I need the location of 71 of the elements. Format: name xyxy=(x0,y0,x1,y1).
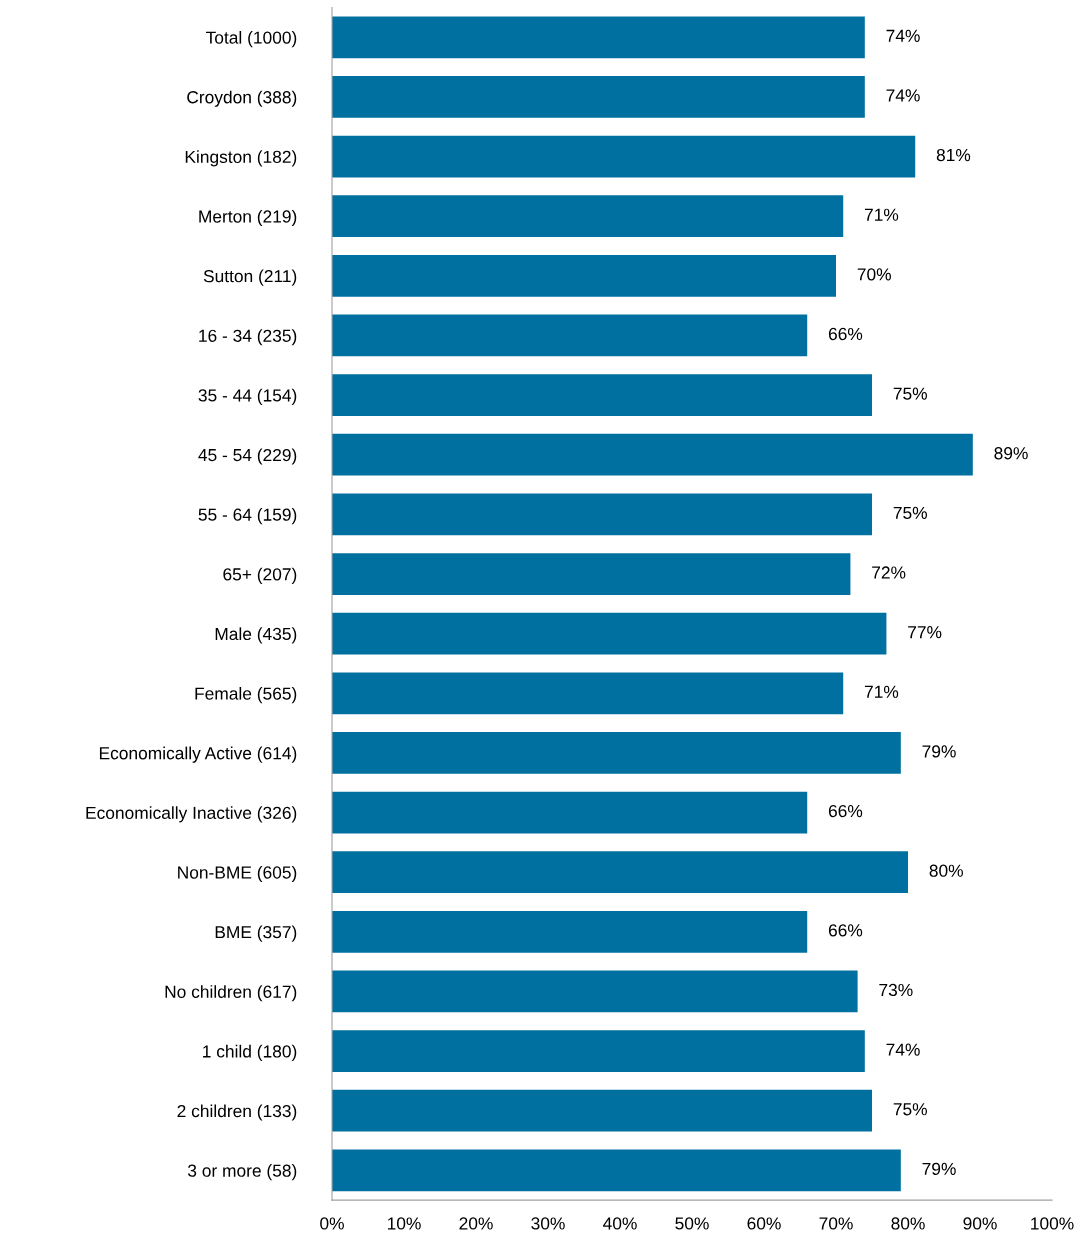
x-tick-label: 50% xyxy=(675,1217,709,1230)
y-tick-label: 1 child (180) xyxy=(203,1044,297,1061)
data-label: 74% xyxy=(886,89,920,102)
bar xyxy=(332,1149,901,1192)
bar xyxy=(332,16,865,59)
y-tick-label: Croydon (388) xyxy=(187,90,297,107)
data-label: 79% xyxy=(922,1162,956,1176)
y-tick-label: Sutton (211) xyxy=(203,269,297,286)
bar xyxy=(332,791,808,834)
y-tick-label: BME (357) xyxy=(215,925,297,942)
bar xyxy=(332,254,837,297)
y-tick-label: Kingston (182) xyxy=(185,150,297,167)
data-label: 75% xyxy=(893,1103,927,1116)
data-label: 66% xyxy=(828,804,863,818)
x-tick-label: 90% xyxy=(963,1217,997,1230)
bar xyxy=(332,1030,865,1072)
x-tick-label: 30% xyxy=(531,1217,565,1230)
bar xyxy=(332,851,909,894)
x-tick-label: 80% xyxy=(891,1217,925,1230)
x-tick-label: 60% xyxy=(747,1217,781,1230)
y-tick-label: Economically Inactive (326) xyxy=(86,806,297,823)
y-tick-label: 65+ (207) xyxy=(223,567,297,584)
data-label: 73% xyxy=(879,983,913,997)
x-tick-label: 20% xyxy=(459,1217,493,1230)
x-tick-label: 40% xyxy=(603,1217,637,1230)
x-tick-label: 100% xyxy=(1031,1217,1074,1230)
y-tick-label: Merton (219) xyxy=(199,209,297,227)
data-label: 71% xyxy=(864,685,899,698)
bar xyxy=(332,672,844,715)
data-label: 66% xyxy=(828,327,863,341)
bar xyxy=(332,970,858,1013)
y-tick-label: 45 - 54 (229) xyxy=(198,448,297,465)
data-label: 89% xyxy=(994,447,1028,460)
bar xyxy=(332,612,887,655)
y-tick-label: 2 children (133) xyxy=(177,1104,297,1121)
bar xyxy=(332,135,916,178)
data-label: 66% xyxy=(828,924,863,937)
data-label: 77% xyxy=(908,626,942,639)
data-label: 72% xyxy=(872,566,906,579)
bar xyxy=(332,1089,873,1132)
data-label: 79% xyxy=(922,745,956,758)
data-label: 74% xyxy=(886,1043,920,1056)
y-tick-label: 3 or more (58) xyxy=(187,1164,297,1181)
x-tick-label: 70% xyxy=(819,1217,853,1230)
data-label: 74% xyxy=(886,29,920,42)
x-tick-label: 10% xyxy=(387,1217,421,1230)
y-tick-label: 55 - 64 (159) xyxy=(198,508,297,525)
bar xyxy=(332,76,865,118)
bar xyxy=(332,195,844,238)
bar xyxy=(332,910,808,953)
bar xyxy=(332,374,873,416)
bar xyxy=(332,553,851,595)
y-tick-label: Total (1000) xyxy=(206,31,297,48)
bar xyxy=(332,433,973,476)
y-tick-label: No children (617) xyxy=(165,985,297,1002)
bar xyxy=(332,314,808,357)
data-label: 80% xyxy=(929,864,963,877)
y-tick-label: Male (435) xyxy=(215,627,297,644)
y-tick-label: 35 - 44 (154) xyxy=(198,388,297,405)
bar xyxy=(332,493,873,536)
y-tick-label: Economically Active (614) xyxy=(99,746,297,763)
y-tick-label: Female (565) xyxy=(195,686,297,704)
data-label: 81% xyxy=(936,148,971,162)
data-label: 70% xyxy=(857,268,891,281)
y-tick-label: 16 - 34 (235) xyxy=(199,329,297,346)
x-tick-label: 0% xyxy=(320,1217,344,1230)
bar xyxy=(332,732,901,774)
data-label: 75% xyxy=(893,506,927,520)
data-label: 71% xyxy=(864,208,899,221)
y-tick-label: Non-BME (605) xyxy=(178,865,297,883)
data-label: 75% xyxy=(893,387,927,400)
